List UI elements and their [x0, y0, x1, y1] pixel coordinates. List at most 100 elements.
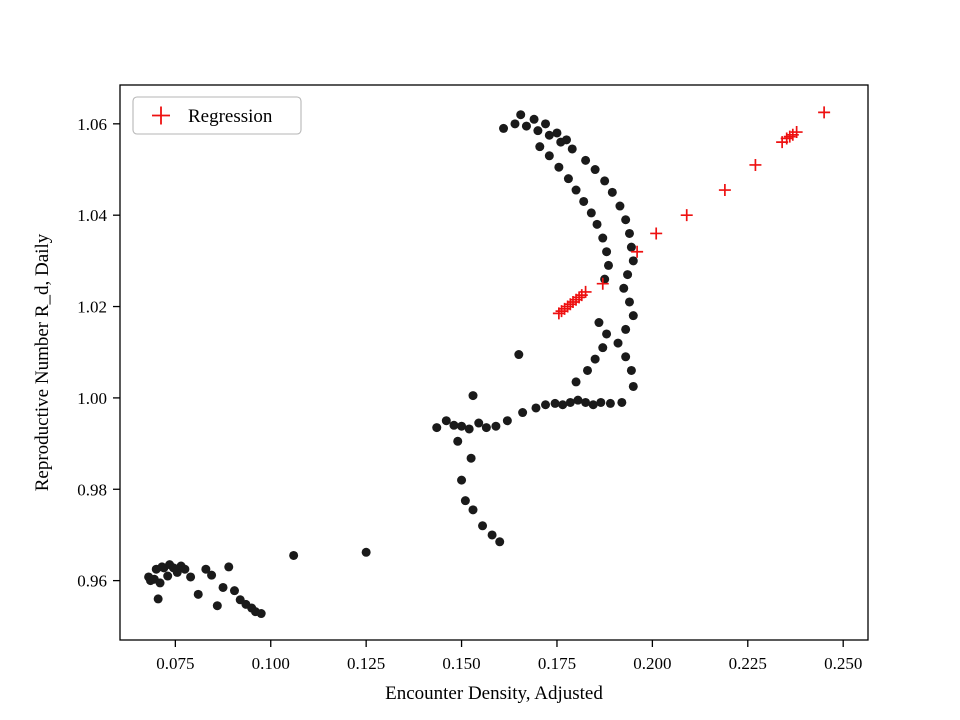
data-point: [495, 537, 505, 547]
y-tick-label: 1.04: [77, 206, 107, 225]
data-point: [468, 391, 478, 401]
data-point: [541, 400, 551, 410]
data-point: [624, 297, 634, 307]
data-point: [464, 424, 474, 434]
data-point: [256, 609, 266, 619]
data-point: [621, 215, 631, 225]
data-point: [502, 416, 512, 426]
data-point: [193, 589, 203, 599]
regression-point: [631, 245, 644, 258]
regression-point: [790, 126, 803, 139]
data-point: [623, 270, 633, 280]
data-point: [602, 247, 612, 257]
axis-ticks: 0.075 0.100 0.125 0.150 0.175 0.200 0.225 0.250…: [77, 115, 862, 673]
legend-label: Regression: [188, 106, 273, 127]
regression-point: [780, 132, 793, 145]
data-point: [453, 436, 463, 446]
data-point: [579, 196, 589, 206]
data-point: [457, 421, 467, 431]
legend: Regression: [132, 96, 302, 135]
x-tick-label: 0.200: [633, 654, 671, 673]
regression-point: [579, 285, 592, 298]
x-axis-label: Encounter Density, Adjusted: [385, 683, 603, 704]
data-point: [592, 219, 602, 229]
data-point: [607, 187, 617, 197]
data-point: [588, 400, 598, 410]
data-point: [554, 162, 564, 172]
x-tick-label: 0.175: [538, 654, 576, 673]
y-tick-label: 0.96: [77, 572, 107, 591]
data-point: [535, 142, 545, 152]
data-point: [565, 397, 575, 407]
data-point: [499, 123, 509, 133]
y-tick-label: 1.06: [77, 115, 107, 134]
data-point: [571, 377, 581, 387]
data-point: [155, 578, 165, 588]
data-point: [598, 233, 608, 243]
data-point: [207, 570, 217, 580]
data-point: [153, 594, 163, 604]
y-axis-label: Reproductive Number R_d, Daily: [32, 233, 53, 491]
data-point: [619, 283, 629, 293]
data-point: [573, 395, 583, 405]
data-point: [289, 550, 299, 560]
data-point: [600, 274, 610, 284]
data-point: [491, 421, 501, 431]
data-point: [218, 582, 228, 592]
regression-point: [566, 295, 579, 308]
data-point: [550, 398, 560, 408]
data-point: [624, 228, 634, 238]
data-point: [590, 354, 600, 364]
data-point: [533, 126, 543, 136]
regression-point: [650, 227, 663, 240]
data-point: [596, 397, 606, 407]
data-point: [449, 420, 459, 430]
data-point: [518, 408, 528, 418]
data-point: [603, 260, 613, 270]
x-tick-label: 0.125: [347, 654, 385, 673]
data-point: [558, 400, 568, 410]
data-point: [621, 324, 631, 334]
data-point: [514, 350, 524, 360]
axes-frame: [119, 84, 869, 641]
data-point: [581, 397, 591, 407]
data-point: [460, 496, 470, 506]
data-point: [613, 338, 623, 348]
data-point: [563, 174, 573, 184]
data-point: [516, 110, 526, 120]
data-point: [510, 119, 520, 129]
data-point: [487, 530, 497, 540]
x-tick-label: 0.225: [729, 654, 767, 673]
data-point: [457, 475, 467, 485]
y-tick-label: 1.02: [77, 298, 107, 317]
data-point: [521, 121, 531, 131]
data-point: [600, 176, 610, 186]
regression-point: [555, 305, 568, 318]
data-point: [605, 398, 615, 408]
regression-point: [783, 130, 796, 143]
data-point: [602, 329, 612, 339]
data-point: [571, 185, 581, 195]
data-point: [562, 135, 572, 145]
data-point: [361, 547, 371, 557]
data-point: [628, 256, 638, 266]
data-point: [567, 144, 577, 154]
x-tick-label: 0.100: [252, 654, 290, 673]
data-point: [581, 155, 591, 165]
x-tick-label: 0.250: [824, 654, 862, 673]
data-point: [432, 423, 442, 433]
data-point: [212, 601, 222, 611]
data-point: [531, 403, 541, 413]
data-point: [586, 208, 596, 218]
scatter-points-layer: [144, 106, 831, 619]
regression-point: [818, 106, 831, 119]
data-point: [474, 418, 484, 428]
regression-legend-marker-icon: [152, 106, 170, 125]
data-point: [224, 562, 234, 572]
data-point: [552, 128, 562, 138]
data-point: [626, 365, 636, 375]
data-point: [583, 365, 592, 375]
regression-point: [718, 184, 731, 197]
data-point: [626, 242, 636, 252]
